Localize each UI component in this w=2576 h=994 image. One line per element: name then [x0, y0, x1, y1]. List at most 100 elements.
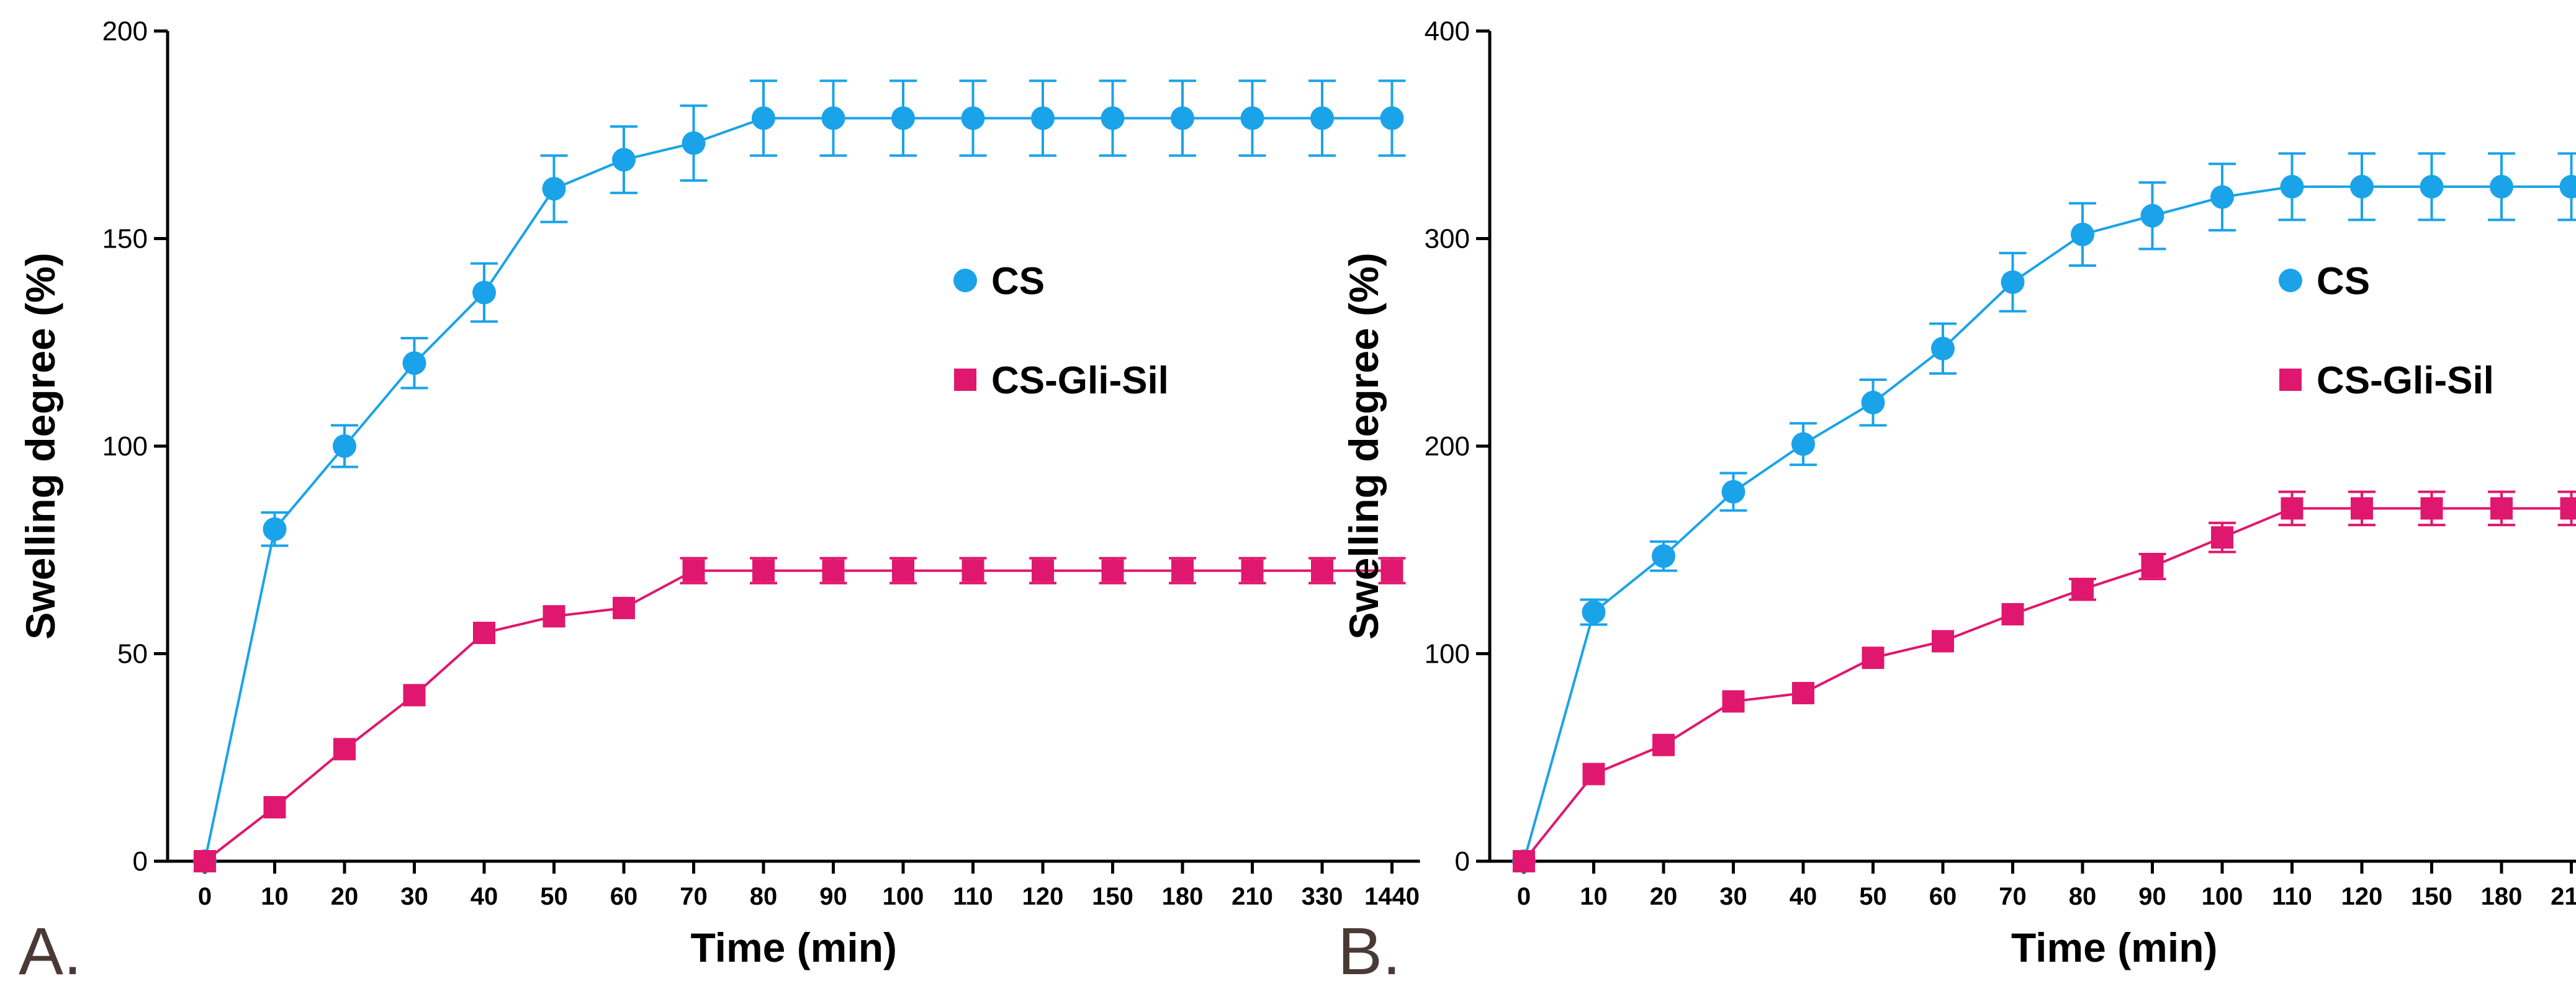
legend-marker — [2279, 369, 2302, 391]
chart-panel-b: 0 100 200 300 400 0 10 20 30 40 50 60 70 80 90 100 110 12… — [1341, 16, 2576, 970]
data-point — [1722, 690, 1745, 713]
data-point — [2490, 174, 2513, 199]
x-tick-label: 30 — [400, 883, 428, 910]
x-tick-label: 10 — [1580, 883, 1608, 910]
x-tick-label: 60 — [1929, 883, 1957, 910]
data-point — [2351, 497, 2373, 520]
data-point — [1171, 559, 1194, 582]
x-tick-label: 180 — [1162, 883, 1204, 910]
y-tick-label: 200 — [1425, 431, 1470, 462]
data-point — [1101, 559, 1124, 582]
data-point — [2350, 174, 2374, 199]
x-tick-label: 0 — [198, 883, 212, 910]
data-point — [1513, 850, 1535, 872]
data-point — [752, 106, 775, 130]
x-tick-label: 80 — [2069, 883, 2097, 910]
data-point — [543, 605, 565, 628]
x-tick-label: 50 — [540, 883, 568, 910]
data-point — [1032, 559, 1054, 582]
panel-label-b: B. — [1338, 913, 1402, 988]
x-tick-label: 120 — [1022, 883, 1064, 910]
x-tick-label: 20 — [331, 883, 359, 910]
data-point — [1241, 559, 1264, 582]
data-point — [263, 517, 287, 541]
legend-label: CS — [2317, 260, 2370, 303]
data-point — [1171, 106, 1194, 130]
y-axis-title: Swelling degree (%) — [1341, 253, 1387, 639]
data-point — [2210, 185, 2234, 209]
x-axis-title: Time (min) — [2011, 925, 2217, 970]
data-point — [2420, 174, 2444, 199]
x-tick-label: 1440 — [1364, 883, 1420, 910]
data-point — [1652, 733, 1675, 756]
series-line — [1523, 507, 2576, 862]
x-tick-label: 120 — [2341, 883, 2383, 910]
y-tick-label: 400 — [1425, 16, 1470, 47]
x-tick-label: 40 — [471, 883, 498, 910]
data-point — [1582, 763, 1605, 786]
data-point — [1240, 106, 1264, 130]
data-point — [682, 131, 706, 155]
x-tick-label: 100 — [2202, 883, 2243, 910]
data-point — [1380, 559, 1403, 582]
data-point — [891, 106, 915, 130]
x-tick-label: 20 — [1650, 883, 1678, 910]
y-tick-label: 50 — [117, 639, 148, 669]
data-point — [1861, 390, 1885, 414]
x-tick-label: 150 — [1092, 883, 1133, 910]
x-tick-label: 100 — [883, 883, 924, 910]
x-tick-label: 180 — [2481, 883, 2523, 910]
legend-label: CS-Gli-Sil — [2317, 359, 2494, 402]
data-point — [2560, 497, 2576, 520]
legend-label: CS-Gli-Sil — [991, 359, 1169, 402]
x-tick-label: 10 — [261, 883, 289, 910]
data-point — [1721, 480, 1745, 504]
y-axis-title: Swelling degree (%) — [17, 253, 63, 639]
series-line — [204, 569, 1392, 862]
x-tick-label: 70 — [1999, 883, 2027, 910]
data-point — [1862, 647, 1885, 669]
data-point — [1932, 630, 1954, 653]
data-point — [333, 738, 356, 761]
data-point — [613, 596, 635, 619]
data-point — [1791, 432, 1815, 456]
data-point — [1380, 106, 1404, 130]
data-point — [1931, 336, 1955, 360]
data-point — [1101, 106, 1125, 130]
x-tick-label: 150 — [2411, 883, 2452, 910]
series-cs-gli-sil — [1513, 490, 2576, 872]
x-tick-label: 30 — [1719, 883, 1747, 910]
data-point — [2211, 526, 2233, 549]
series-cs-gli-sil — [194, 557, 1406, 872]
x-tick-label: 90 — [819, 883, 847, 910]
y-tick-label: 0 — [133, 846, 148, 877]
data-point — [821, 106, 845, 130]
x-tick-label: 70 — [680, 883, 708, 910]
legend-marker — [2279, 269, 2302, 292]
data-point — [2559, 174, 2576, 199]
data-point — [542, 177, 566, 201]
x-axis-title: Time (min) — [691, 925, 897, 970]
data-point — [473, 622, 495, 645]
data-point — [333, 434, 356, 458]
data-point — [892, 559, 914, 582]
y-tick-label: 100 — [1425, 639, 1470, 669]
x-tick-label: 60 — [610, 883, 638, 910]
x-tick-label: 110 — [953, 883, 993, 910]
y-tick-label: 100 — [102, 431, 148, 462]
data-point — [2141, 555, 2164, 578]
x-tick-label: 110 — [2272, 883, 2312, 910]
x-tick-label: 330 — [1302, 883, 1343, 910]
data-point — [612, 148, 636, 172]
x-tick-label: 210 — [2551, 883, 2576, 910]
data-point — [2280, 174, 2304, 199]
series-cs — [193, 79, 1406, 873]
data-point — [2071, 222, 2094, 246]
data-point — [2281, 497, 2304, 520]
data-point — [402, 351, 426, 375]
y-tick-label: 300 — [1425, 224, 1470, 254]
data-point — [472, 280, 496, 305]
panel-label-a: A. — [19, 913, 83, 988]
data-point — [2001, 270, 2025, 294]
